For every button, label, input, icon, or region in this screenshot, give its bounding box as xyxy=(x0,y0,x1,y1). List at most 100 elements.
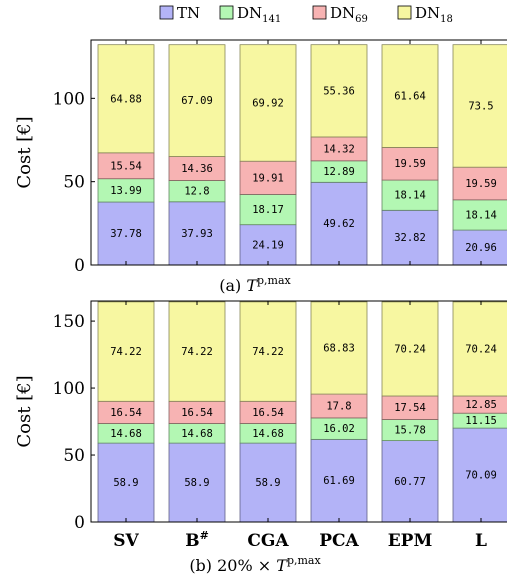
data-label: 16.54 xyxy=(252,407,284,419)
legend-item-3: DN69 xyxy=(312,4,368,25)
data-label: 37.78 xyxy=(110,228,142,240)
panel-caption: (b) 20% × Tp,max xyxy=(189,554,321,575)
y-tick-label: 100 xyxy=(53,89,85,109)
data-label: 15.54 xyxy=(110,160,142,172)
data-label: 16.02 xyxy=(323,423,355,435)
data-label: 13.99 xyxy=(110,185,142,197)
x-tick-label: B# xyxy=(185,529,209,551)
data-label: 11.15 xyxy=(465,415,497,427)
data-label: 18.14 xyxy=(394,190,426,202)
x-tick-label-sup: # xyxy=(200,529,209,542)
data-label: 70.09 xyxy=(465,470,497,482)
legend-label: TN xyxy=(177,4,200,22)
data-label: 74.22 xyxy=(252,346,284,358)
data-label: 60.77 xyxy=(394,476,426,488)
legend-swatch xyxy=(219,5,234,20)
axis-frame xyxy=(90,39,507,266)
y-tick-label: 50 xyxy=(63,446,85,466)
y-tick-label: 100 xyxy=(53,379,85,399)
y-axis: 0 50 100 150 xyxy=(53,312,95,533)
bar-segment xyxy=(97,44,155,154)
data-label: 18.17 xyxy=(252,204,284,216)
panel-caption: (a) Tp,max xyxy=(219,274,291,295)
data-label: 19.59 xyxy=(465,178,497,190)
bar-segment xyxy=(381,147,439,181)
legend-item-1: TN xyxy=(159,4,200,22)
data-label: 74.22 xyxy=(110,346,142,358)
data-label: 16.54 xyxy=(181,407,213,419)
legend-swatch xyxy=(312,5,327,20)
caption-sup: p,max xyxy=(287,554,322,567)
bar-segment xyxy=(381,44,439,148)
x-tick-label-base: B xyxy=(185,531,199,551)
bar-segment xyxy=(452,301,507,397)
bar-segment xyxy=(310,181,368,266)
data-label: 14.68 xyxy=(252,428,284,440)
x-axis: SV B# CGA PCA EPM L xyxy=(113,301,487,551)
bar-segment xyxy=(239,44,297,162)
bar-segment xyxy=(381,179,439,211)
bar-segment xyxy=(97,442,155,523)
x-tick-label: SV xyxy=(113,531,139,551)
y-tick-label: 0 xyxy=(74,256,85,276)
bar-segment xyxy=(97,201,155,266)
data-label: 24.19 xyxy=(252,239,284,251)
bar-segment xyxy=(381,209,439,266)
y-axis: 0 50 100 xyxy=(53,89,95,276)
x-tick-label: L xyxy=(475,531,487,551)
data-label: 58.9 xyxy=(113,477,138,489)
bar-segment xyxy=(168,301,226,402)
caption-sup: p,max xyxy=(257,274,292,287)
legend-item-4: DN18 xyxy=(397,4,453,25)
chart-panel-a: 37.78 13.99 15.54 64.88 37.93 12.8 14.36 67.09 2… xyxy=(14,39,507,295)
x-axis xyxy=(125,40,482,265)
legend-label-base: DN xyxy=(330,4,355,22)
data-label: 17.8 xyxy=(326,400,351,412)
legend-label: DN141 xyxy=(237,4,281,25)
axis-frame xyxy=(90,300,507,523)
bar-segment xyxy=(239,224,297,266)
legend-label: DN18 xyxy=(415,4,453,25)
legend-label: DN69 xyxy=(330,4,368,25)
bar-segment xyxy=(97,301,155,402)
y-tick-label: 0 xyxy=(74,513,85,533)
legend-label-sub: 18 xyxy=(440,14,453,25)
legend-label-sub: 141 xyxy=(262,14,281,25)
bar-segment xyxy=(452,166,507,201)
data-label: 55.36 xyxy=(323,85,355,97)
bar-segment xyxy=(310,301,368,395)
data-label: 17.54 xyxy=(394,402,426,414)
x-tick-label: PCA xyxy=(319,531,359,551)
caption-symbol: T xyxy=(246,276,258,295)
y-axis-label: Cost [€] xyxy=(14,375,35,447)
data-label: 14.68 xyxy=(181,428,213,440)
legend-label-base: DN xyxy=(415,4,440,22)
data-label: 70.24 xyxy=(465,343,497,355)
data-label: 64.88 xyxy=(110,93,142,105)
data-label: 12.8 xyxy=(184,186,209,198)
data-label: 12.89 xyxy=(323,166,355,178)
data-label: 37.93 xyxy=(181,228,213,240)
y-tick-label: 50 xyxy=(63,173,85,193)
data-label: 12.85 xyxy=(465,399,497,411)
data-label: 16.54 xyxy=(110,407,142,419)
data-label: 61.69 xyxy=(323,475,355,487)
caption-prefix: (b) 20% × xyxy=(189,556,276,575)
caption-prefix: (a) xyxy=(219,276,246,295)
legend-item-2: DN141 xyxy=(219,4,281,25)
data-label: 73.5 xyxy=(468,100,493,112)
data-label: 32.82 xyxy=(394,232,426,244)
data-label: 68.83 xyxy=(323,342,355,354)
chart-panel-b: 58.9 14.68 16.54 74.22 58.9 14.68 16.54 74.22 58… xyxy=(14,300,507,575)
data-label: 49.62 xyxy=(323,218,355,230)
data-label: 14.68 xyxy=(110,428,142,440)
bar-segment xyxy=(452,44,507,168)
x-tick-label: EPM xyxy=(388,531,433,551)
legend: TN DN141 DN69 DN18 xyxy=(159,4,453,25)
data-label: 58.9 xyxy=(184,477,209,489)
legend-swatch xyxy=(397,5,412,20)
legend-swatch xyxy=(159,5,174,20)
bar-segment xyxy=(310,44,368,138)
data-label: 14.36 xyxy=(181,163,213,175)
